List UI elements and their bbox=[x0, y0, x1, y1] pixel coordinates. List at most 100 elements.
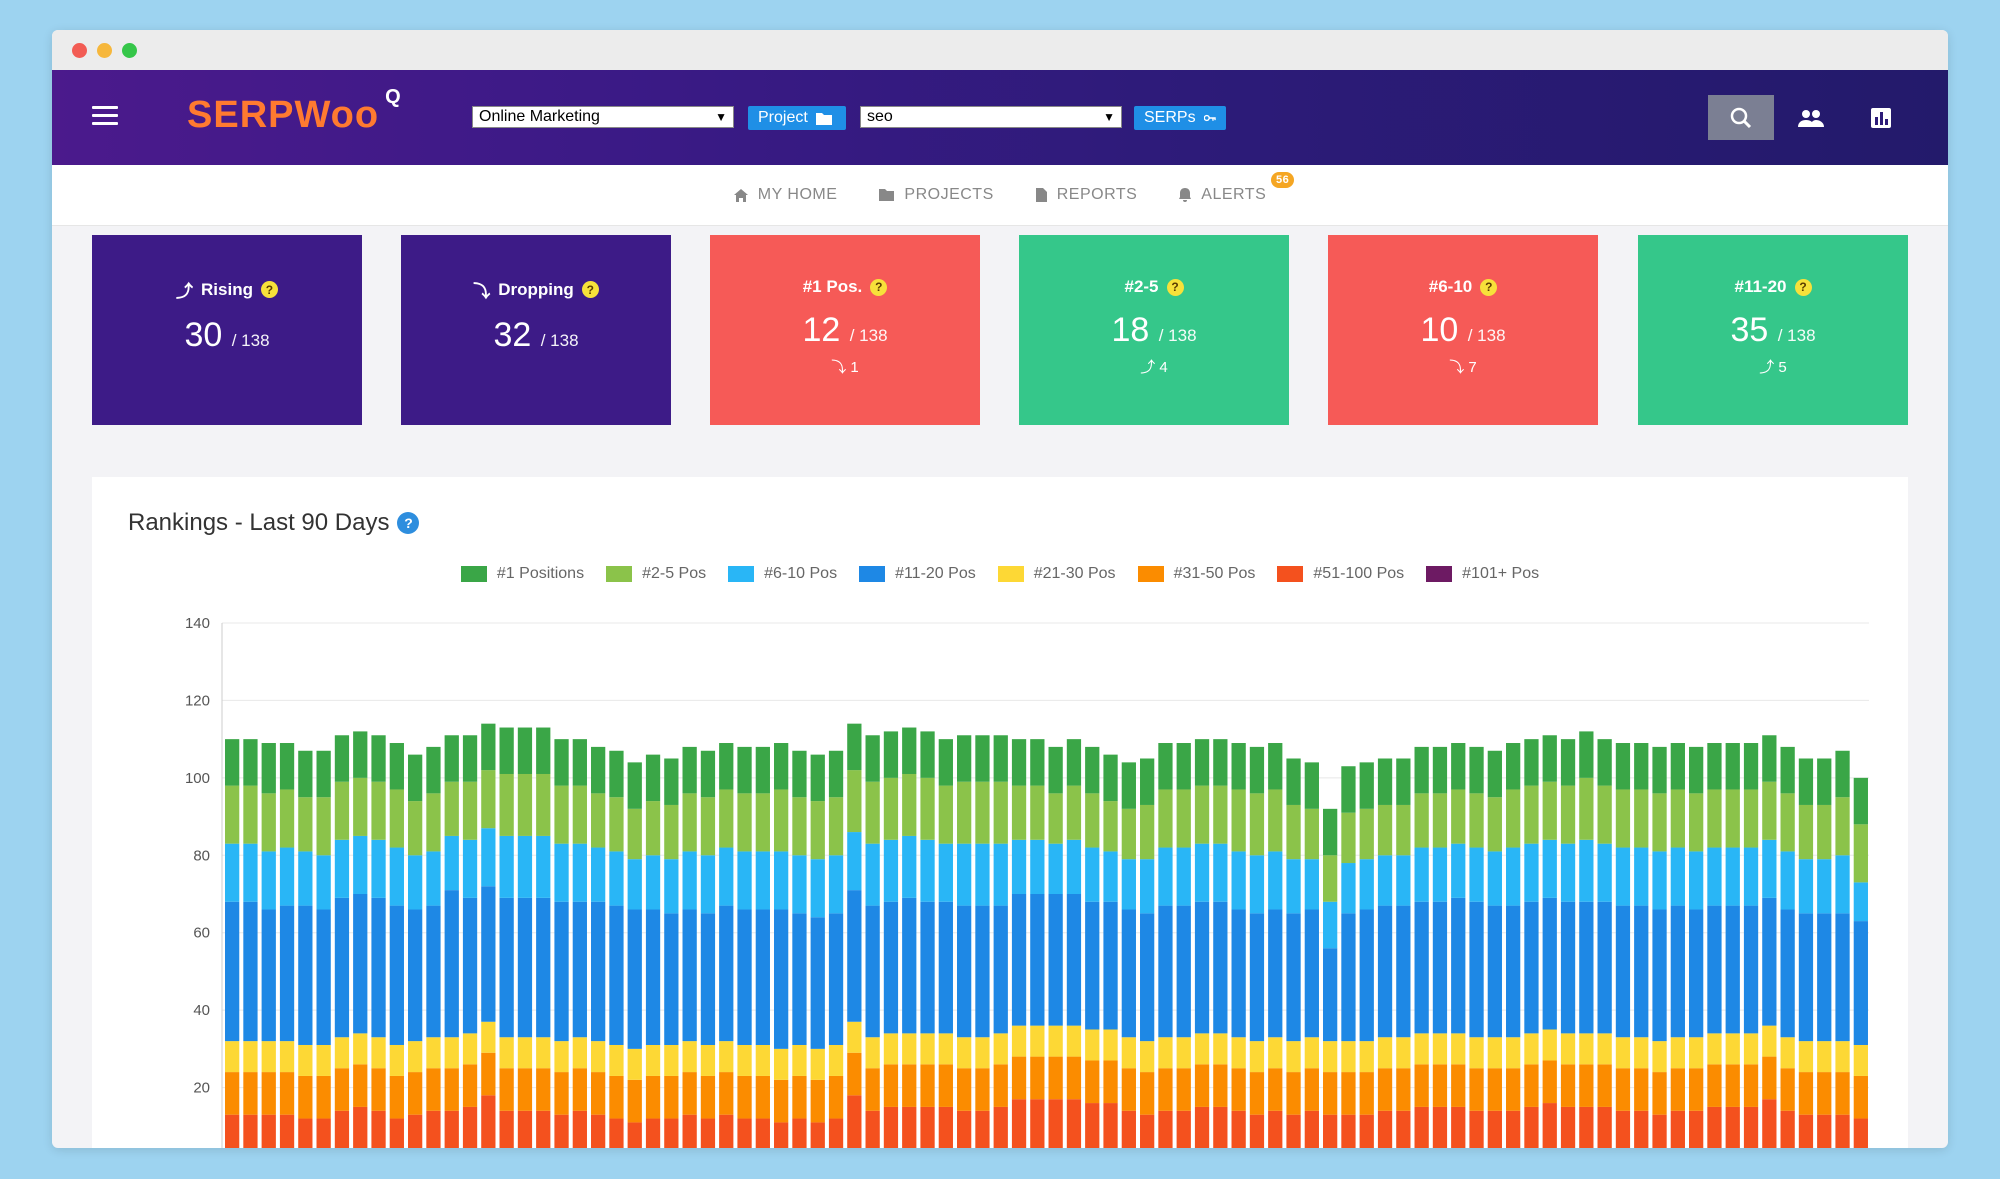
project-select[interactable]: Online Marketing ▼ bbox=[472, 106, 734, 128]
bar-segment bbox=[1396, 905, 1411, 1038]
nav-item-reports[interactable]: REPORTS bbox=[1035, 186, 1138, 204]
bar-segment bbox=[1158, 847, 1173, 906]
bar-segment bbox=[920, 1106, 935, 1148]
bar-segment bbox=[572, 1068, 587, 1111]
bar-segment bbox=[279, 1114, 295, 1148]
bar-segment bbox=[810, 1048, 825, 1080]
legend-item[interactable]: #11-20 Pos bbox=[859, 565, 976, 583]
logo[interactable]: SERPWoo Q bbox=[187, 86, 402, 136]
legend-item[interactable]: #31-50 Pos bbox=[1137, 565, 1255, 583]
help-icon[interactable]: ? bbox=[1166, 278, 1184, 296]
bar-segment bbox=[737, 1075, 752, 1119]
bar-segment bbox=[279, 905, 295, 1042]
bar-segment bbox=[1670, 1037, 1685, 1069]
bar-segment bbox=[1597, 901, 1612, 1034]
bar-segment bbox=[792, 913, 807, 1045]
bar-segment bbox=[499, 1037, 514, 1069]
bar-segment bbox=[1707, 847, 1722, 906]
bar-segment bbox=[426, 1068, 441, 1111]
bar-segment bbox=[389, 905, 404, 1045]
bar-segment bbox=[408, 801, 423, 856]
bar-segment bbox=[1286, 1072, 1301, 1115]
nav-item-my-home[interactable]: MY HOME bbox=[733, 186, 838, 204]
bar-segment bbox=[1469, 847, 1484, 902]
help-icon[interactable]: ? bbox=[1480, 278, 1498, 296]
bar-segment bbox=[1579, 1033, 1594, 1065]
bar-segment bbox=[444, 1068, 459, 1111]
bar-segment bbox=[1158, 1068, 1173, 1111]
bar-segment bbox=[1743, 1064, 1759, 1107]
bar-segment bbox=[591, 1041, 606, 1073]
bar-segment bbox=[1176, 789, 1191, 848]
legend-item[interactable]: #101+ Pos bbox=[1426, 565, 1539, 583]
bar-segment bbox=[755, 1044, 770, 1076]
card-pos-11-20[interactable]: #11-20? 35 / 138 ⤴ 5 bbox=[1638, 235, 1908, 425]
card-pos-6-10[interactable]: #6-10? 10 / 138 ⤵ 7 bbox=[1328, 235, 1598, 425]
help-icon[interactable]: ? bbox=[870, 278, 888, 296]
stats-button[interactable] bbox=[1848, 95, 1914, 140]
card-pos-2-5[interactable]: #2-5? 18 / 138 ⤴ 4 bbox=[1019, 235, 1289, 425]
bar-segment bbox=[408, 909, 423, 1042]
bar-segment bbox=[1359, 808, 1374, 860]
bar-segment bbox=[1085, 746, 1100, 794]
serp-select[interactable]: seo ▼ bbox=[860, 106, 1122, 128]
maximize-window-button[interactable] bbox=[122, 43, 137, 58]
bar-segment bbox=[810, 754, 825, 802]
bar-segment bbox=[1085, 1029, 1100, 1061]
bar-segment bbox=[1414, 1106, 1429, 1148]
bar-segment bbox=[1011, 785, 1027, 840]
bar-segment bbox=[1048, 1099, 1063, 1148]
hamburger-menu-icon[interactable] bbox=[92, 106, 118, 126]
legend-item[interactable]: #1 Positions bbox=[460, 565, 584, 583]
card-title: #1 Pos. bbox=[802, 277, 863, 296]
y-tick-label: 120 bbox=[185, 692, 210, 709]
bar-segment bbox=[993, 843, 1008, 906]
search-button[interactable] bbox=[1708, 95, 1774, 140]
bar-segment bbox=[664, 859, 679, 914]
bar-segment bbox=[1597, 1064, 1612, 1107]
legend-item[interactable]: #2-5 Pos bbox=[606, 565, 706, 583]
bar-segment bbox=[1377, 758, 1393, 805]
folder-icon bbox=[815, 112, 832, 125]
serps-button[interactable]: SERPs bbox=[1134, 106, 1226, 130]
bar-segment bbox=[1835, 855, 1850, 914]
legend-item[interactable]: #6-10 Pos bbox=[728, 565, 837, 583]
y-tick-label: 40 bbox=[193, 1002, 210, 1019]
bar-segment bbox=[1524, 843, 1539, 902]
bar-segment bbox=[1268, 851, 1283, 910]
legend-item[interactable]: #51-100 Pos bbox=[1277, 565, 1404, 583]
help-icon[interactable]: ? bbox=[397, 512, 420, 534]
close-window-button[interactable] bbox=[72, 43, 87, 58]
panel-title-text: Rankings - Last 90 Days bbox=[128, 509, 390, 536]
help-icon[interactable]: ? bbox=[260, 281, 278, 298]
nav-item-alerts[interactable]: ALERTS 56 bbox=[1179, 172, 1295, 204]
bar-segment bbox=[627, 1122, 642, 1148]
minimize-window-button[interactable] bbox=[97, 43, 112, 58]
bar-segment bbox=[1414, 1064, 1429, 1107]
card-dropping[interactable]: ⤵ Dropping? 32 / 138 bbox=[401, 235, 671, 425]
bar-segment bbox=[1615, 1068, 1631, 1111]
panel-title: Rankings - Last 90 Days? bbox=[128, 509, 420, 537]
help-icon[interactable]: ? bbox=[1794, 278, 1812, 296]
bar-segment bbox=[883, 839, 899, 902]
legend-item[interactable]: #21-30 Pos bbox=[997, 565, 1116, 583]
bar-segment bbox=[774, 1079, 789, 1123]
bar-segment bbox=[225, 1041, 240, 1073]
bar-segment bbox=[810, 917, 825, 1049]
bar-segment bbox=[774, 789, 789, 852]
card-rising[interactable]: ⤴ Rising? 30 / 138 bbox=[92, 235, 362, 425]
users-button[interactable] bbox=[1778, 95, 1844, 140]
bar-segment bbox=[957, 905, 972, 1038]
bar-segment bbox=[462, 897, 478, 1034]
project-button[interactable]: Project bbox=[748, 106, 846, 130]
bar-segment bbox=[1670, 743, 1685, 790]
bar-segment bbox=[536, 835, 551, 898]
card-pos-1[interactable]: #1 Pos.? 12 / 138 ⤵ 1 bbox=[710, 235, 980, 425]
nav-item-projects[interactable]: PROJECTS bbox=[879, 186, 993, 204]
bar-segment bbox=[1140, 859, 1155, 914]
bar-segment bbox=[1762, 897, 1777, 1026]
help-icon[interactable]: ? bbox=[581, 281, 599, 298]
bar-segment bbox=[279, 847, 295, 906]
bar-segment bbox=[1451, 843, 1466, 898]
